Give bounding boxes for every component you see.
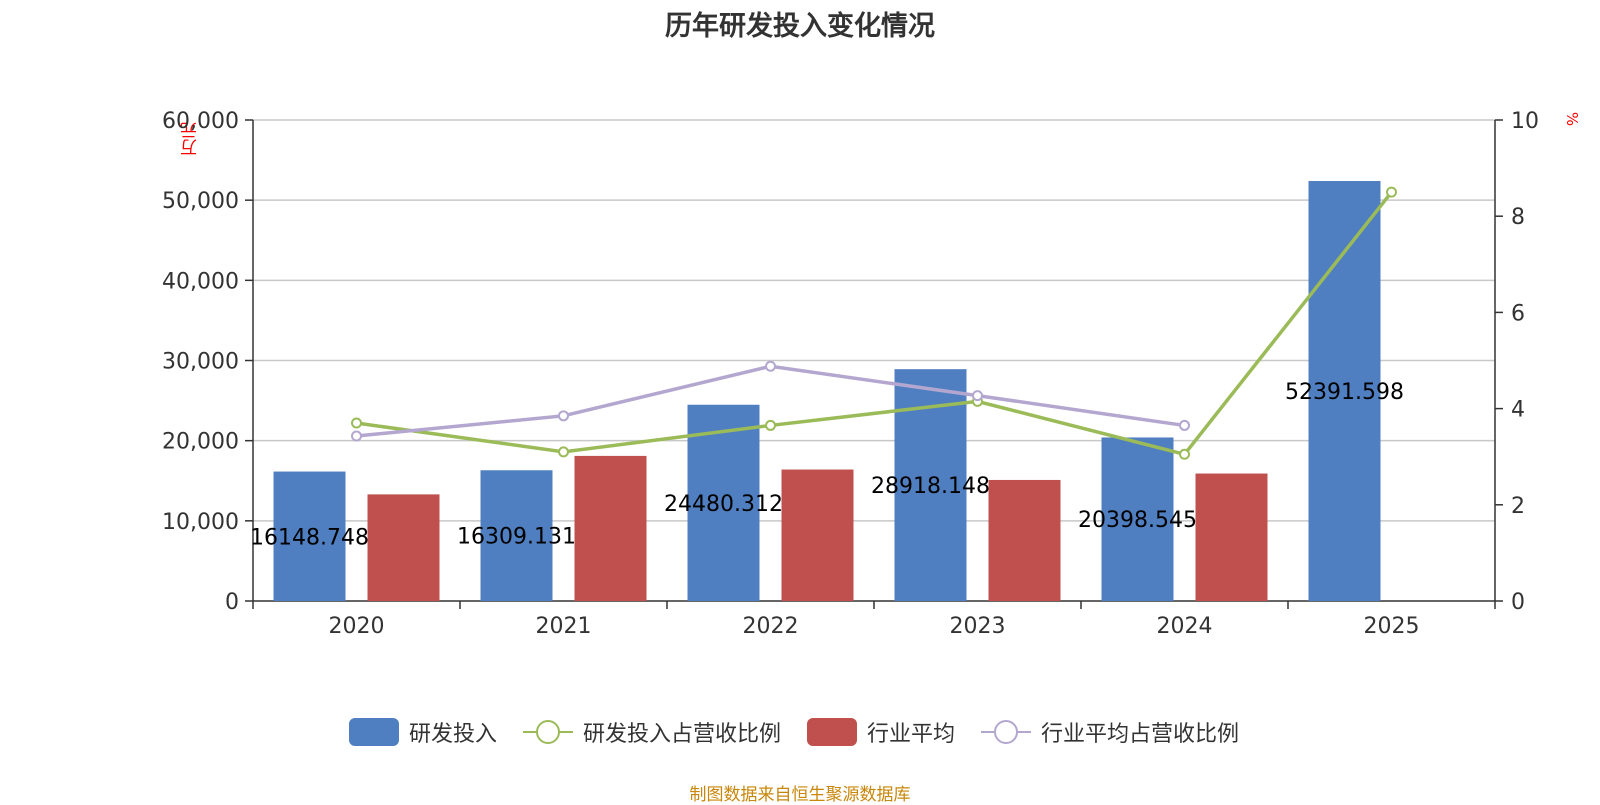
- point-rd-ratio: [351, 417, 362, 429]
- bar-rd: [273, 471, 346, 601]
- x-axis-tick-label: 2020: [329, 614, 385, 639]
- left-axis-tick-label: 40,000: [162, 269, 239, 294]
- legend-label-industry-ratio: 行业平均占营收比例: [1041, 722, 1240, 747]
- bar-data-label: 52391.598: [1285, 380, 1404, 405]
- legend-item-rd-ratio[interactable]: 研发投入占营收比例: [522, 716, 781, 748]
- legend-swatch-rd: [348, 718, 399, 746]
- chart-title: 历年研发投入变化情况: [665, 11, 935, 42]
- legend-item-industry-ratio[interactable]: 行业平均占营收比例: [981, 716, 1239, 748]
- legend-swatch-rd-ratio: [522, 718, 573, 746]
- x-axis-tick-label: 2024: [1157, 614, 1213, 639]
- bar-industry: [988, 479, 1061, 601]
- right-axis-tick-label: 6: [1511, 301, 1525, 326]
- bar-data-label: 24480.312: [664, 492, 783, 517]
- bar-data-label: 28918.148: [871, 474, 990, 499]
- bar-industry: [367, 494, 440, 601]
- legend-swatch-industry: [807, 718, 857, 746]
- left-axis-tick-label: 0: [225, 590, 239, 615]
- bar-industry: [574, 455, 647, 601]
- point-rd-ratio: [1179, 448, 1190, 460]
- bar-rd: [480, 470, 553, 601]
- point-industry-ratio: [558, 410, 569, 422]
- bar-industry: [1195, 473, 1268, 601]
- point-industry-ratio: [765, 360, 776, 372]
- point-rd-ratio: [765, 419, 776, 431]
- x-axis-tick-label: 2021: [536, 614, 592, 639]
- legend-label-industry: 行业平均: [867, 722, 956, 747]
- bar-data-label: 20398.545: [1078, 508, 1197, 533]
- point-industry-ratio: [351, 430, 362, 442]
- left-axis-tick-label: 30,000: [162, 350, 239, 375]
- left-axis-tick-label: 20,000: [162, 430, 239, 455]
- bar-rd: [1101, 437, 1174, 601]
- point-rd-ratio: [1386, 186, 1397, 198]
- data-source-note: 制图数据来自恒生聚源数据库: [689, 785, 911, 805]
- right-axis-tick-label: 0: [1511, 590, 1525, 615]
- left-axis-tick-label: 60,000: [162, 109, 239, 134]
- x-axis-tick-label: 2022: [743, 614, 799, 639]
- legend-swatch-industry-ratio: [981, 718, 1032, 746]
- point-industry-ratio: [1179, 419, 1190, 431]
- point-industry-ratio: [972, 390, 983, 402]
- x-axis-tick-label: 2023: [950, 614, 1006, 639]
- line-rd-ratio: [356, 191, 1393, 457]
- x-axis-tick-label: 2025: [1364, 614, 1420, 639]
- point-rd-ratio: [558, 446, 569, 458]
- legend-label-rd: 研发投入: [408, 722, 497, 747]
- legend: 研发投入 研发投入占营收比例 行业平均 行业平均占营收比例: [0, 716, 1600, 748]
- left-axis-tick-label: 10,000: [162, 510, 239, 535]
- right-axis-tick-label: 10: [1511, 109, 1539, 134]
- bar-industry: [781, 469, 854, 601]
- bar-data-label: 16148.748: [250, 525, 369, 550]
- legend-item-rd[interactable]: 研发投入: [348, 716, 497, 748]
- legend-item-industry[interactable]: 行业平均: [807, 716, 955, 748]
- bar-rd: [687, 404, 760, 601]
- bar-data-label: 16309.131: [457, 525, 576, 550]
- legend-label-rd-ratio: 研发投入占营收比例: [582, 722, 781, 747]
- right-axis-tick-label: 8: [1511, 205, 1525, 230]
- right-axis-tick-label: 4: [1511, 398, 1525, 423]
- left-axis-tick-label: 50,000: [162, 189, 239, 214]
- right-axis-tick-label: 2: [1511, 494, 1525, 519]
